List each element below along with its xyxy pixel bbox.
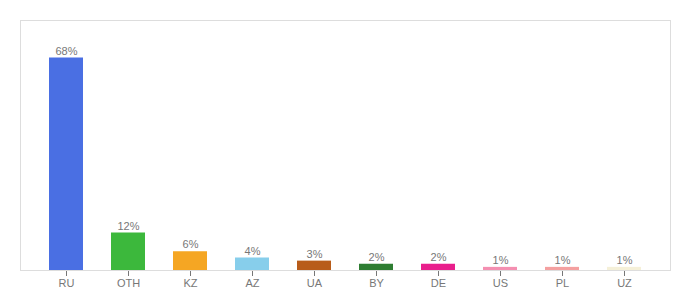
svg-text:2%: 2% <box>369 251 385 263</box>
svg-text:1%: 1% <box>555 254 571 266</box>
svg-text:68%: 68% <box>55 45 77 57</box>
svg-text:4%: 4% <box>245 245 261 257</box>
svg-text:UA: UA <box>307 277 323 289</box>
svg-text:RU: RU <box>59 277 75 289</box>
svg-text:3%: 3% <box>307 248 323 260</box>
svg-text:1%: 1% <box>617 254 633 266</box>
svg-text:KZ: KZ <box>183 277 197 289</box>
svg-text:US: US <box>493 277 508 289</box>
svg-text:12%: 12% <box>117 220 139 232</box>
svg-text:1%: 1% <box>493 254 509 266</box>
svg-text:AZ: AZ <box>245 277 259 289</box>
svg-text:2%: 2% <box>431 251 447 263</box>
svg-text:UZ: UZ <box>617 277 632 289</box>
svg-text:PL: PL <box>556 277 569 289</box>
svg-text:DE: DE <box>431 277 446 289</box>
svg-text:BY: BY <box>369 277 384 289</box>
svg-text:6%: 6% <box>183 238 199 250</box>
svg-text:OTH: OTH <box>117 277 140 289</box>
